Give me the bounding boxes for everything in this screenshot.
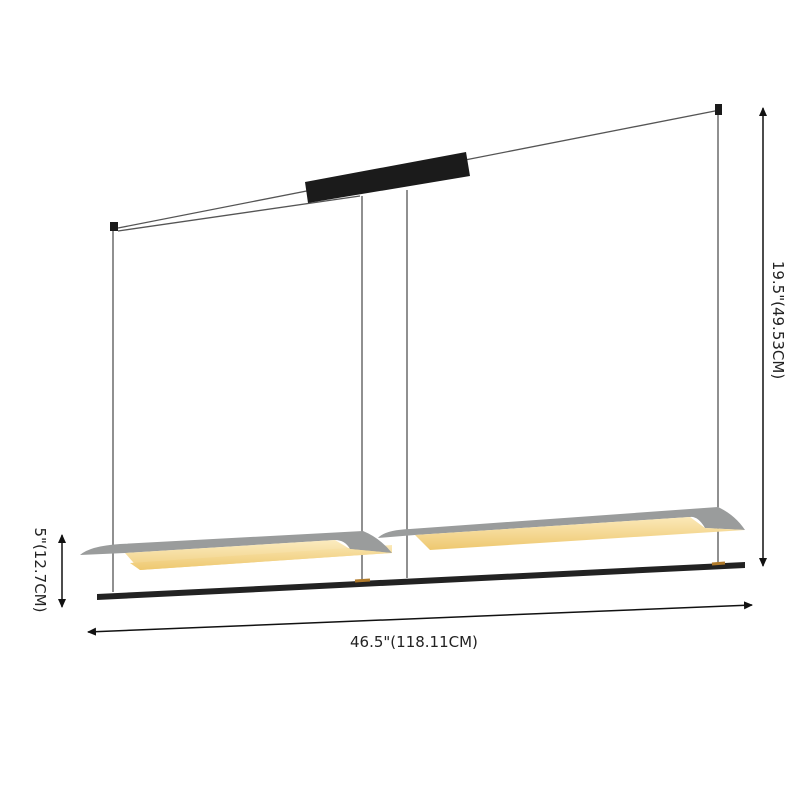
lower-bar <box>97 562 745 600</box>
width-arrow <box>87 601 753 636</box>
lamp-shade-right <box>378 507 745 550</box>
width-label: 46.5"(118.11CM) <box>350 633 478 651</box>
height-label: 19.5"(49.53CM) <box>769 260 787 380</box>
right-anchor <box>715 104 722 115</box>
bar-accent <box>711 561 726 566</box>
lamp-shade-left <box>80 531 392 570</box>
canopy-bar <box>305 152 470 203</box>
drop-label: 5"(12.7CM) <box>31 527 49 613</box>
bar-accent <box>354 578 371 583</box>
left-anchor <box>110 222 118 231</box>
